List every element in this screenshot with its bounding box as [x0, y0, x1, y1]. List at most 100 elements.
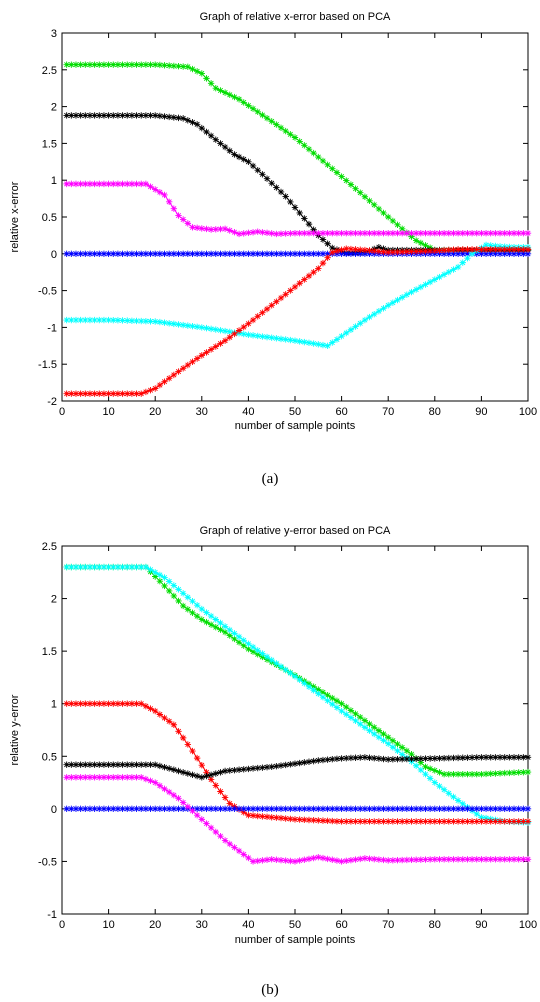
data-point-b-3-54 [315, 757, 322, 764]
data-point-b-2-76 [417, 818, 425, 825]
data-point-a-2-90 [482, 229, 490, 237]
data-point-a-3-0 [63, 250, 70, 257]
data-point-b-5-98 [520, 856, 527, 863]
data-point-a-5-80 [436, 247, 443, 254]
data-point-a-2-51 [301, 229, 308, 237]
data-point-a-1-37 [235, 153, 243, 161]
data-point-a-1-44 [268, 179, 275, 187]
data-point-a-5-66 [371, 247, 378, 255]
data-point-b-0-57 [329, 694, 336, 702]
data-point-a-5-35 [226, 334, 233, 341]
data-point-b-2-84 [454, 818, 462, 825]
data-point-a-2-10 [110, 180, 117, 188]
data-point-a-5-45 [273, 298, 280, 305]
data-point-b-2-29 [198, 762, 205, 769]
data-point-a-5-28 [193, 355, 201, 362]
data-point-b-2-91 [487, 818, 494, 825]
data-point-b-4-54 [315, 805, 322, 813]
data-point-b-4-72 [398, 805, 406, 813]
data-point-b-5-12 [119, 774, 126, 781]
data-point-a-3-62 [352, 250, 359, 257]
data-point-b-0-94 [501, 769, 508, 777]
data-point-a-2-36 [231, 229, 238, 236]
data-point-b-4-95 [506, 805, 513, 813]
data-point-b-3-83 [450, 754, 457, 762]
data-point-a-5-84 [454, 246, 462, 253]
data-point-a-2-55 [319, 229, 327, 237]
data-point-a-4-73 [403, 291, 411, 298]
data-point-b-2-12 [119, 700, 126, 707]
data-point-a-5-24 [175, 368, 182, 375]
y-tick-label-b-4: 1 [51, 699, 57, 711]
data-point-b-4-20 [156, 805, 164, 813]
data-point-b-4-41 [254, 805, 261, 813]
data-point-a-2-25 [179, 216, 187, 223]
data-point-b-3-34 [221, 767, 229, 775]
data-point-a-4-82 [445, 268, 452, 276]
data-point-b-5-78 [426, 856, 434, 863]
series-group-a [63, 61, 532, 397]
data-point-a-4-74 [408, 288, 415, 296]
data-point-b-3-41 [254, 764, 261, 772]
data-point-a-3-10 [110, 250, 117, 257]
y-tick-label-b-3: 0.5 [42, 751, 57, 763]
data-point-a-5-96 [510, 246, 518, 253]
data-point-b-3-21 [161, 764, 168, 771]
data-point-b-2-72 [398, 818, 406, 825]
data-point-b-2-35 [226, 800, 233, 807]
data-point-a-4-5 [86, 316, 94, 324]
data-point-b-1-45 [273, 660, 280, 667]
data-point-a-5-72 [398, 248, 406, 256]
data-point-b-1-47 [282, 666, 289, 674]
data-point-a-4-64 [361, 316, 369, 324]
data-point-b-2-54 [315, 817, 322, 824]
data-point-b-0-40 [249, 648, 257, 655]
data-point-a-5-90 [482, 246, 490, 253]
data-point-b-1-48 [287, 669, 294, 677]
data-point-a-1-39 [245, 158, 252, 165]
data-point-a-0-77 [422, 242, 429, 249]
data-point-b-4-89 [478, 805, 485, 813]
data-point-b-3-14 [128, 761, 136, 768]
data-point-b-1-4 [82, 563, 89, 571]
data-point-a-1-33 [217, 140, 224, 147]
data-point-b-2-66 [371, 818, 378, 825]
data-point-a-5-70 [389, 248, 397, 256]
data-point-a-2-28 [193, 224, 201, 232]
data-point-a-2-41 [254, 228, 261, 235]
data-point-b-4-2 [72, 805, 80, 813]
data-point-b-1-71 [394, 747, 401, 755]
data-point-a-4-26 [184, 322, 192, 329]
data-point-b-4-25 [179, 805, 187, 813]
data-point-a-1-40 [249, 162, 257, 170]
data-point-b-0-97 [515, 769, 522, 776]
data-point-b-2-43 [263, 813, 271, 821]
x-tick-label-a-0: 0 [59, 406, 65, 418]
data-point-a-5-46 [277, 294, 285, 302]
data-point-a-3-11 [114, 250, 122, 257]
data-point-b-4-84 [454, 805, 462, 813]
data-point-b-3-87 [468, 754, 476, 761]
data-point-a-2-74 [408, 229, 415, 237]
data-point-b-0-74 [408, 750, 415, 758]
data-point-b-3-89 [478, 754, 485, 761]
data-point-b-3-33 [217, 769, 224, 776]
data-point-b-0-81 [440, 770, 448, 778]
data-point-b-5-19 [152, 779, 159, 786]
data-point-a-5-68 [380, 248, 387, 256]
data-point-a-5-47 [282, 291, 289, 298]
data-point-a-0-61 [347, 181, 355, 188]
data-point-a-5-31 [207, 346, 215, 353]
data-point-a-4-14 [128, 317, 136, 324]
data-point-a-2-70 [389, 229, 397, 237]
data-point-a-4-62 [352, 323, 359, 330]
data-point-b-5-16 [138, 774, 145, 781]
data-point-b-1-18 [147, 566, 154, 573]
plot-frame-a [61, 32, 529, 402]
data-point-b-4-62 [352, 805, 359, 813]
data-point-a-0-51 [301, 142, 308, 149]
data-point-a-3-60 [343, 250, 350, 257]
data-point-b-5-71 [394, 856, 401, 864]
data-point-a-2-83 [450, 229, 457, 237]
data-point-a-3-84 [454, 250, 462, 257]
